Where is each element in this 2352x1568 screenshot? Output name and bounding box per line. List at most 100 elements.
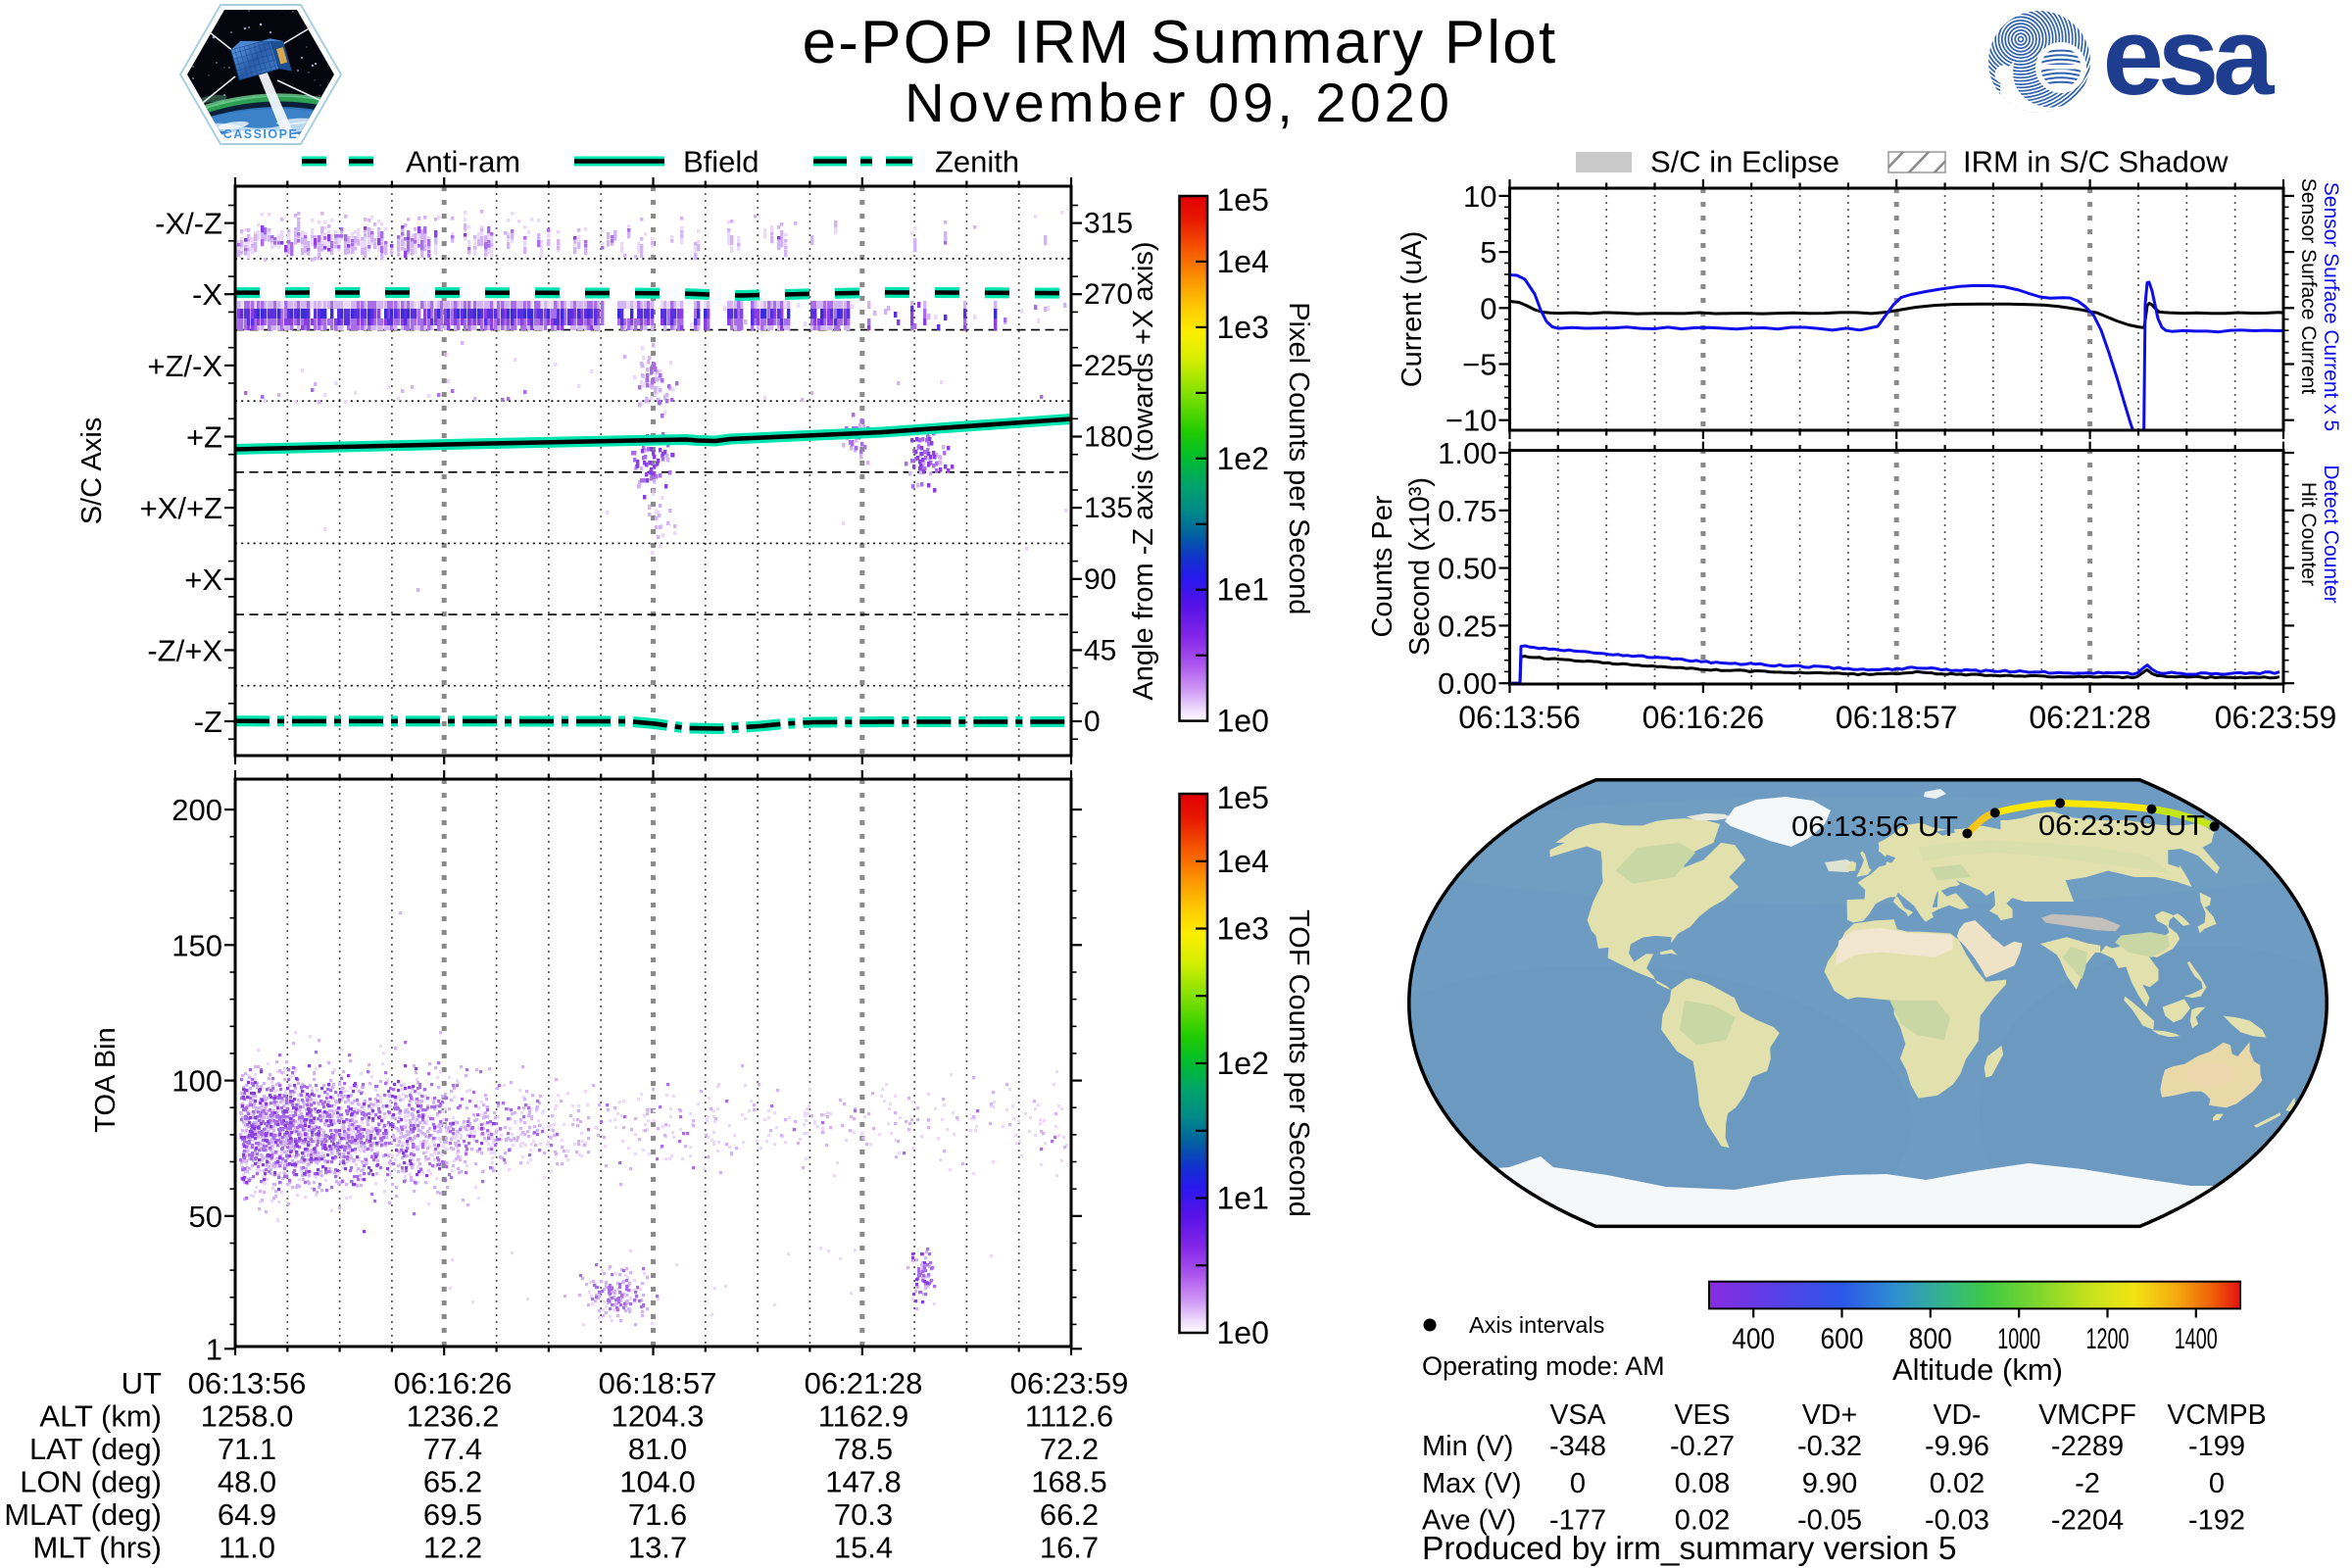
svg-text:-192: -192	[2188, 1505, 2245, 1537]
svg-text:VSA: VSA	[1549, 1399, 1605, 1431]
svg-text:-2289: -2289	[2051, 1431, 2124, 1462]
svg-text:Produced by irm_summary versio: Produced by irm_summary version 5	[1422, 1531, 1957, 1567]
svg-text:1e2: 1e2	[1217, 1046, 1269, 1081]
svg-text:-2204: -2204	[2051, 1505, 2124, 1537]
svg-text:Counts Per: Counts Per	[1367, 495, 1398, 637]
svg-text:S/C in Eclipse: S/C in Eclipse	[1650, 145, 1839, 179]
svg-text:06:23:59 UT: 06:23:59 UT	[2038, 810, 2205, 842]
svg-text:-X: -X	[192, 277, 222, 312]
svg-text:Min (V): Min (V)	[1422, 1431, 1513, 1462]
svg-text:77.4: 77.4	[423, 1432, 482, 1466]
svg-text:800: 800	[1909, 1323, 1952, 1355]
svg-text:72.2: 72.2	[1040, 1432, 1099, 1466]
svg-text:TOA Bin: TOA Bin	[90, 1027, 122, 1132]
svg-text:71.1: 71.1	[218, 1432, 276, 1466]
svg-text:1e4: 1e4	[1217, 244, 1269, 279]
svg-text:1112.6: 1112.6	[1025, 1398, 1113, 1433]
svg-text:0.08: 0.08	[1675, 1468, 1730, 1499]
svg-text:e-POP IRM Summary Plot: e-POP IRM Summary Plot	[803, 9, 1558, 76]
svg-text:1e1: 1e1	[1217, 572, 1269, 608]
svg-text:1e0: 1e0	[1217, 1315, 1269, 1350]
svg-text:06:23:59: 06:23:59	[2215, 700, 2337, 735]
svg-text:-Z: -Z	[194, 705, 222, 739]
svg-text:81.0: 81.0	[628, 1432, 687, 1466]
svg-text:VMCPF: VMCPF	[2038, 1399, 2136, 1431]
svg-text:−10: −10	[1446, 404, 1497, 438]
svg-text:-0.32: -0.32	[1797, 1431, 1862, 1462]
svg-text:78.5: 78.5	[834, 1432, 893, 1466]
svg-text:06:18:57: 06:18:57	[599, 1366, 717, 1400]
svg-text:VCMPB: VCMPB	[2167, 1399, 2266, 1431]
svg-text:Ave (V): Ave (V)	[1422, 1505, 1516, 1537]
svg-text:5: 5	[1480, 235, 1496, 270]
svg-text:0.50: 0.50	[1438, 552, 1496, 586]
svg-text:Sensor Surface Current x 5: Sensor Surface Current x 5	[2320, 182, 2342, 431]
svg-text:64.9: 64.9	[218, 1497, 276, 1532]
svg-text:180: 180	[1084, 421, 1133, 454]
svg-text:-Z/+X: -Z/+X	[147, 633, 222, 667]
svg-text:06:16:26: 06:16:26	[394, 1366, 513, 1400]
svg-text:Bfield: Bfield	[683, 145, 760, 179]
svg-text:Sensor Surface Current: Sensor Surface Current	[2297, 178, 2320, 395]
svg-text:16.7: 16.7	[1040, 1530, 1099, 1564]
svg-text:+X: +X	[184, 563, 222, 597]
svg-text:1258.0: 1258.0	[201, 1398, 294, 1433]
svg-text:11.0: 11.0	[219, 1530, 275, 1564]
svg-text:1e4: 1e4	[1217, 844, 1269, 879]
svg-text:147.8: 147.8	[825, 1464, 902, 1498]
svg-text:06:21:28: 06:21:28	[2029, 700, 2151, 735]
svg-text:90: 90	[1084, 564, 1116, 596]
svg-text:1e0: 1e0	[1217, 704, 1269, 739]
svg-text:1: 1	[206, 1332, 222, 1366]
svg-text:69.5: 69.5	[423, 1497, 482, 1532]
svg-text:45: 45	[1084, 634, 1116, 666]
svg-text:1200: 1200	[2086, 1323, 2130, 1355]
svg-text:0: 0	[1480, 291, 1496, 325]
svg-text:LAT (deg): LAT (deg)	[29, 1432, 162, 1466]
svg-text:+Z/-X: +Z/-X	[147, 349, 222, 383]
svg-text:1.00: 1.00	[1438, 436, 1496, 470]
svg-text:0: 0	[1084, 706, 1101, 738]
svg-text:MLAT (deg): MLAT (deg)	[4, 1497, 162, 1532]
svg-text:104.0: 104.0	[619, 1464, 696, 1498]
svg-text:1e3: 1e3	[1217, 310, 1269, 345]
svg-text:-348: -348	[1549, 1431, 1606, 1462]
svg-text:-0.27: -0.27	[1670, 1431, 1735, 1462]
svg-text:06:18:57: 06:18:57	[1836, 700, 1958, 735]
svg-text:-199: -199	[2188, 1431, 2245, 1462]
svg-text:225: 225	[1084, 350, 1133, 382]
svg-text:06:13:56: 06:13:56	[1458, 700, 1581, 735]
svg-text:9.90: 9.90	[1802, 1468, 1857, 1499]
svg-text:IRM in S/C Shadow: IRM in S/C Shadow	[1963, 145, 2229, 179]
svg-text:VD-: VD-	[1933, 1399, 1981, 1431]
svg-text:-9.96: -9.96	[1925, 1431, 1989, 1462]
svg-text:-177: -177	[1549, 1505, 1606, 1537]
svg-text:-0.05: -0.05	[1797, 1505, 1862, 1537]
svg-text:Detect Counter: Detect Counter	[2320, 465, 2342, 603]
svg-text:Axis intervals: Axis intervals	[1469, 1312, 1604, 1338]
svg-text:Operating mode: AM: Operating mode: AM	[1422, 1351, 1665, 1381]
svg-text:200: 200	[172, 793, 222, 827]
svg-text:Max (V): Max (V)	[1422, 1468, 1522, 1499]
svg-text:150: 150	[172, 928, 222, 962]
svg-text:06:13:56 UT: 06:13:56 UT	[1791, 811, 1958, 843]
svg-text:Zenith: Zenith	[935, 145, 1019, 179]
svg-text:esa: esa	[2103, 0, 2276, 118]
svg-text:10: 10	[1463, 179, 1496, 214]
svg-text:135: 135	[1084, 492, 1133, 524]
svg-text:UT: UT	[122, 1366, 162, 1400]
svg-text:06:21:28: 06:21:28	[805, 1366, 923, 1400]
svg-text:VD+: VD+	[1802, 1399, 1857, 1431]
svg-text:+X/+Z: +X/+Z	[140, 491, 222, 525]
svg-text:Anti-ram: Anti-ram	[406, 145, 520, 179]
svg-text:0.02: 0.02	[1675, 1505, 1730, 1537]
svg-text:315: 315	[1084, 208, 1133, 240]
svg-text:VES: VES	[1674, 1399, 1730, 1431]
svg-text:1400: 1400	[2175, 1323, 2218, 1355]
svg-text:Pixel Counts per Second: Pixel Counts per Second	[1283, 302, 1314, 614]
svg-text:0.02: 0.02	[1930, 1468, 1984, 1499]
svg-text:1204.3: 1204.3	[612, 1398, 705, 1433]
svg-text:0.25: 0.25	[1438, 609, 1496, 643]
svg-text:Second (x10³): Second (x10³)	[1404, 477, 1436, 656]
svg-text:November 09, 2020: November 09, 2020	[905, 72, 1453, 133]
